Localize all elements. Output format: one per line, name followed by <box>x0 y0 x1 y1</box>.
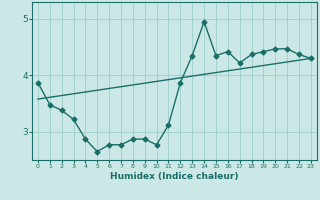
X-axis label: Humidex (Indice chaleur): Humidex (Indice chaleur) <box>110 172 239 181</box>
